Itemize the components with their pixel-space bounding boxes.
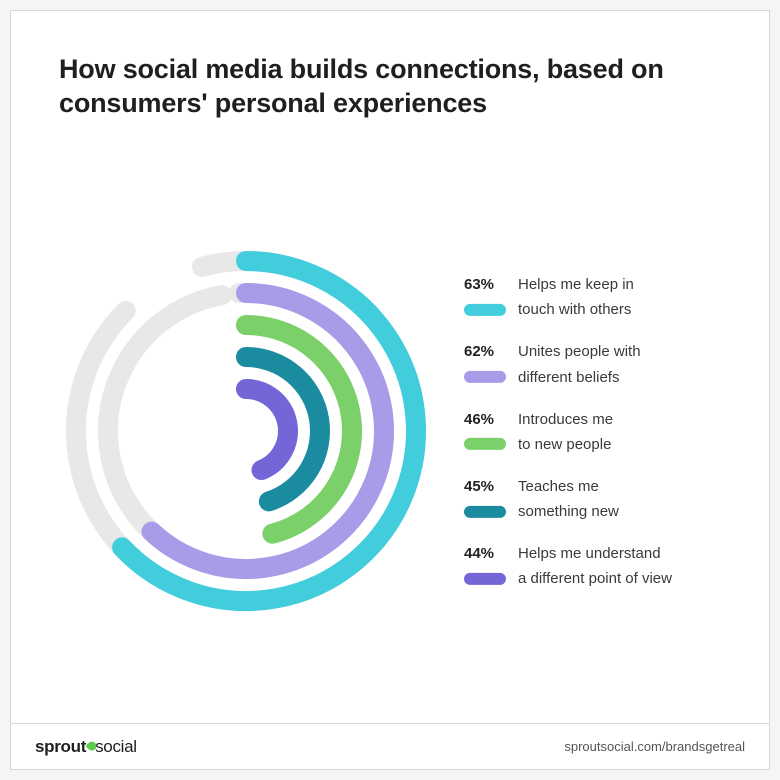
legend-row-bottom: something new xyxy=(464,503,719,520)
chart-legend: 63% Helps me keep in touch with others 6… xyxy=(464,275,719,587)
legend-row-top: 45% Teaches me xyxy=(464,477,719,497)
legend-swatch xyxy=(464,505,506,517)
brand-text-right: social xyxy=(95,737,137,757)
footer-link: sproutsocial.com/brandsgetreal xyxy=(564,739,745,754)
chart-card: How social media builds connections, bas… xyxy=(10,10,770,770)
legend-label-line1: Helps me understand xyxy=(518,544,661,564)
legend-row-bottom: touch with others xyxy=(464,301,719,318)
legend-label-line2: touch with others xyxy=(518,301,631,318)
legend-label-line2: a different point of view xyxy=(518,570,672,587)
legend-row-top: 63% Helps me keep in xyxy=(464,275,719,295)
brand-logo: sprout social xyxy=(35,737,137,757)
legend-percent: 45% xyxy=(464,478,506,495)
legend-row-top: 62% Unites people with xyxy=(464,342,719,362)
legend-label-line2: something new xyxy=(518,503,619,520)
legend-row-bottom: different beliefs xyxy=(464,368,719,385)
chart-area: 63% Helps me keep in touch with others 6… xyxy=(11,191,771,671)
legend-label-line1: Unites people with xyxy=(518,342,641,362)
radial-bar-chart xyxy=(41,226,451,636)
legend-row-bottom: to new people xyxy=(464,436,719,453)
legend-row-top: 44% Helps me understand xyxy=(464,544,719,564)
legend-swatch xyxy=(464,573,506,585)
chart-title: How social media builds connections, bas… xyxy=(59,53,721,121)
legend-percent: 63% xyxy=(464,276,506,293)
legend-percent: 62% xyxy=(464,343,506,360)
legend-swatch xyxy=(464,304,506,316)
legend-swatch xyxy=(464,371,506,383)
legend-item: 46% Introduces me to new people xyxy=(464,409,719,452)
legend-label-line1: Helps me keep in xyxy=(518,275,634,295)
legend-item: 62% Unites people with different beliefs xyxy=(464,342,719,385)
legend-row-top: 46% Introduces me xyxy=(464,409,719,429)
legend-label-line1: Introduces me xyxy=(518,409,613,429)
legend-item: 44% Helps me understand a different poin… xyxy=(464,544,719,587)
legend-label-line2: to new people xyxy=(518,436,611,453)
legend-swatch xyxy=(464,438,506,450)
brand-text-left: sprout xyxy=(35,737,86,757)
card-footer: sprout social sproutsocial.com/brandsgetr… xyxy=(11,723,769,769)
legend-item: 45% Teaches me something new xyxy=(464,477,719,520)
legend-percent: 44% xyxy=(464,545,506,562)
legend-percent: 46% xyxy=(464,410,506,427)
ring-value-4 xyxy=(246,389,288,470)
legend-label-line1: Teaches me xyxy=(518,477,599,497)
legend-row-bottom: a different point of view xyxy=(464,570,719,587)
legend-item: 63% Helps me keep in touch with others xyxy=(464,275,719,318)
legend-label-line2: different beliefs xyxy=(518,368,619,385)
